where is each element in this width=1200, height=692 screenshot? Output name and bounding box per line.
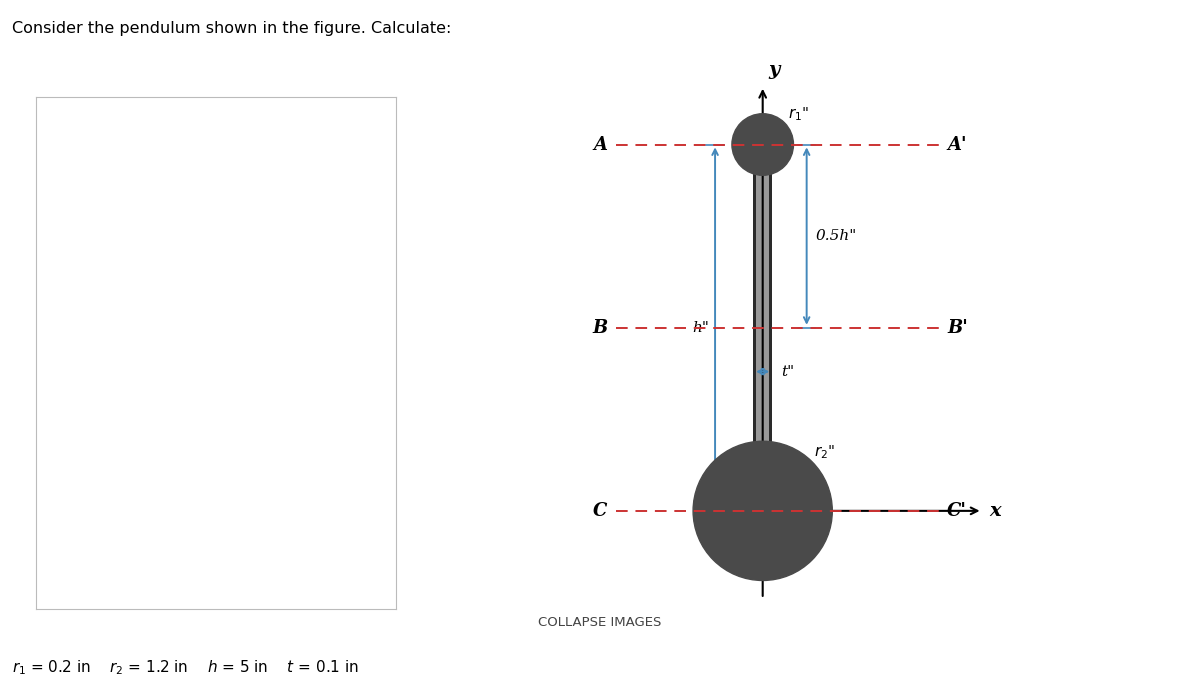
Text: B: B [592,319,607,337]
Bar [754,145,756,511]
Circle shape [694,441,833,581]
Bar [769,145,773,511]
Text: y: y [768,61,780,79]
Text: $r_2$": $r_2$" [814,443,835,461]
Text: $r_1$": $r_1$" [787,106,809,123]
Text: COLLAPSE IMAGES: COLLAPSE IMAGES [539,617,661,629]
Text: B': B' [947,319,968,337]
Bar [754,145,773,511]
Circle shape [732,113,793,175]
Text: Consider the pendulum shown in the figure. Calculate:: Consider the pendulum shown in the figur… [12,21,451,36]
Text: $r_1$ = 0.2 in    $r_2$ = 1.2 in    $h$ = 5 in    $t$ = 0.1 in: $r_1$ = 0.2 in $r_2$ = 1.2 in $h$ = 5 in… [12,658,359,677]
Text: C': C' [947,502,967,520]
Text: x: x [990,502,1002,520]
Text: A': A' [947,136,967,154]
Text: C: C [593,502,607,520]
Text: A: A [593,136,607,154]
Text: 0.5h": 0.5h" [816,229,857,243]
Text: t": t" [781,365,794,379]
Text: h": h" [692,320,709,335]
